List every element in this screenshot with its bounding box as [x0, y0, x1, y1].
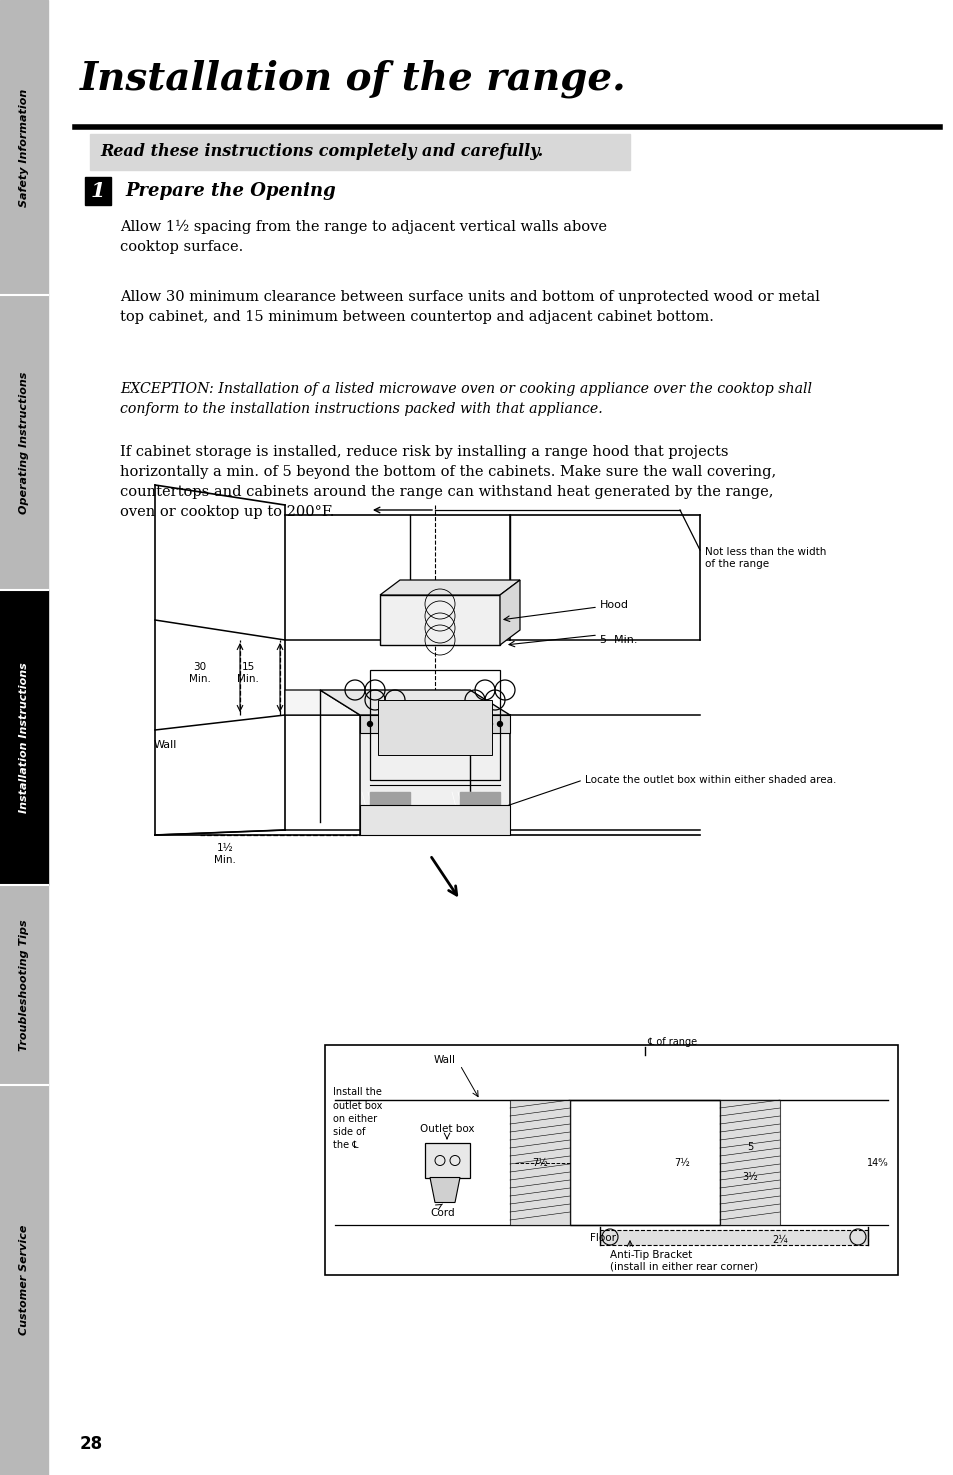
Text: Wall: Wall	[434, 1055, 456, 1065]
Bar	[0, 590, 48, 885]
Bar	[359, 715, 510, 733]
Polygon shape	[285, 690, 359, 715]
Circle shape	[475, 721, 480, 727]
Circle shape	[459, 721, 464, 727]
Text: 1½
Min.: 1½ Min.	[213, 844, 235, 864]
Text: Install the
outlet box
on either
side of
the ℄: Install the outlet box on either side of…	[333, 1087, 382, 1150]
Bar	[379, 594, 499, 645]
Bar	[0, 295, 48, 590]
Text: Anti-Tip Bracket
(install in either rear corner): Anti-Tip Bracket (install in either rear…	[609, 1249, 758, 1271]
Text: Allow 1½ spacing from the range to adjacent vertical walls above
cooktop surface: Allow 1½ spacing from the range to adjac…	[120, 220, 606, 254]
Bar	[370, 792, 410, 830]
Text: Read these instructions completely and carefully.: Read these instructions completely and c…	[100, 143, 542, 161]
Text: Installation Instructions: Installation Instructions	[19, 662, 29, 813]
Circle shape	[447, 721, 452, 727]
Circle shape	[429, 721, 434, 727]
Text: Troubleshooting Tips: Troubleshooting Tips	[19, 919, 29, 1050]
Text: 3½: 3½	[741, 1173, 757, 1183]
Circle shape	[497, 721, 502, 727]
Text: Wall: Wall	[153, 740, 176, 749]
Bar	[0, 885, 48, 1086]
Text: Allow 30 minimum clearance between surface units and bottom of unprotected wood : Allow 30 minimum clearance between surfa…	[120, 291, 819, 324]
Circle shape	[367, 721, 372, 727]
Bar	[0, 0, 48, 295]
Text: 2¼: 2¼	[771, 1235, 787, 1245]
Text: Cord: Cord	[430, 1208, 455, 1217]
Text: Hood: Hood	[599, 600, 628, 611]
Text: 14⁶⁄₉: 14⁶⁄₉	[866, 1158, 888, 1168]
Circle shape	[379, 721, 384, 727]
Text: Not less than the width
of the range: Not less than the width of the range	[704, 547, 825, 568]
Polygon shape	[510, 1100, 569, 1226]
Bar	[377, 701, 492, 755]
Polygon shape	[720, 1100, 780, 1226]
Text: Operating Instructions: Operating Instructions	[19, 372, 29, 513]
Text: 30
Min.: 30 Min.	[189, 662, 211, 684]
Text: Locate the outlet box within either shaded area.: Locate the outlet box within either shad…	[584, 774, 836, 785]
Bar	[370, 670, 499, 780]
Bar	[359, 805, 510, 835]
Text: 7½: 7½	[674, 1158, 689, 1168]
Text: Prepare the Opening: Prepare the Opening	[125, 181, 335, 201]
Bar	[424, 1143, 470, 1177]
Circle shape	[391, 721, 396, 727]
Bar	[569, 1100, 720, 1226]
Bar	[85, 177, 111, 205]
Bar	[325, 1044, 897, 1274]
Circle shape	[410, 721, 416, 727]
Text: Outlet box: Outlet box	[419, 1124, 474, 1134]
Text: If cabinet storage is installed, reduce risk by installing a range hood that pro: If cabinet storage is installed, reduce …	[120, 445, 776, 519]
Text: 5  Min.: 5 Min.	[599, 636, 637, 645]
Text: 7½: 7½	[532, 1158, 547, 1168]
Polygon shape	[319, 690, 510, 715]
Text: 15
Min.: 15 Min.	[236, 662, 258, 684]
Polygon shape	[430, 1177, 459, 1202]
Bar	[459, 792, 499, 830]
Text: 5: 5	[746, 1143, 752, 1152]
Circle shape	[487, 721, 492, 727]
Bar	[90, 134, 629, 170]
Bar	[0, 1086, 48, 1475]
Bar	[359, 715, 510, 835]
Text: 1: 1	[91, 181, 105, 201]
Text: Safety Information: Safety Information	[19, 88, 29, 207]
Text: 28: 28	[80, 1435, 103, 1453]
Text: Installation of the range.: Installation of the range.	[80, 60, 626, 99]
Bar	[599, 1230, 867, 1245]
Text: Customer Service: Customer Service	[19, 1224, 29, 1335]
Text: Floor: Floor	[589, 1233, 616, 1243]
Text: EXCEPTION: Installation of a listed microwave oven or cooking appliance over the: EXCEPTION: Installation of a listed micr…	[120, 382, 811, 416]
Polygon shape	[379, 580, 519, 594]
Text: ℄ of range: ℄ of range	[646, 1037, 697, 1047]
Polygon shape	[499, 580, 519, 645]
